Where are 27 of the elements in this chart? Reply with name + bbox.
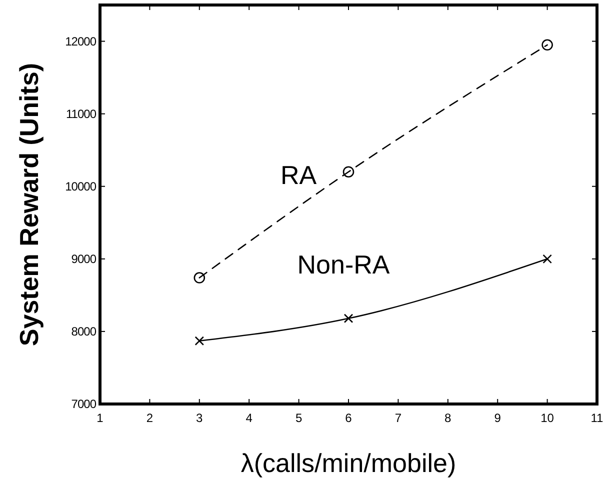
point (542, 254, 552, 264)
series-label: RA (280, 160, 318, 190)
y-tick-label: 12000 (65, 34, 97, 48)
y-tick-label: 7000 (71, 397, 97, 411)
y-tick-label: 10000 (65, 179, 97, 194)
x-tick-label: 11 (590, 411, 604, 425)
x-tick-label: 7 (394, 411, 402, 425)
x-tick-label: 5 (295, 411, 302, 425)
series-label: Non-RA (297, 249, 390, 280)
x-tick-label: 9 (494, 411, 502, 425)
x-tick-label: 8 (444, 411, 452, 425)
y-tick-label: 9000 (71, 252, 97, 266)
point (342, 166, 354, 178)
x-tick-label: 10 (540, 411, 554, 425)
point (542, 39, 553, 51)
x-axis-title: λ(calls/min/mobile) (240, 448, 456, 478)
x-tick-label: 2 (146, 411, 154, 425)
x-tick-label: 3 (196, 411, 204, 425)
point (344, 314, 354, 324)
x-tick-label: 1 (96, 411, 104, 425)
point (194, 272, 206, 284)
y-tick-label: 8000 (71, 324, 97, 338)
point (194, 336, 204, 346)
x-tick-label: 4 (246, 411, 253, 425)
x-tick-label: 6 (345, 411, 352, 425)
y-tick-label: 11000 (66, 106, 97, 121)
y-axis-title: System Reward (Units) (14, 62, 44, 346)
